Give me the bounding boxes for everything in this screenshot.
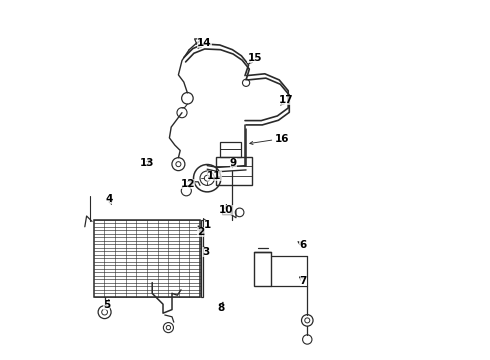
Text: 11: 11 — [207, 171, 221, 181]
Bar — [94, 220, 200, 297]
Text: 9: 9 — [230, 158, 237, 168]
Text: 15: 15 — [247, 53, 262, 63]
Text: 8: 8 — [217, 302, 224, 313]
Bar — [254, 252, 271, 286]
Text: 1: 1 — [203, 219, 211, 230]
Bar — [216, 157, 252, 185]
Text: 16: 16 — [250, 134, 289, 144]
Text: 14: 14 — [197, 38, 212, 48]
Text: 17: 17 — [279, 95, 294, 105]
Text: 12: 12 — [181, 179, 196, 189]
Text: 6: 6 — [298, 240, 306, 250]
Text: 4: 4 — [105, 194, 113, 204]
Text: 13: 13 — [140, 158, 154, 168]
Text: 5: 5 — [103, 300, 110, 310]
Text: 3: 3 — [202, 246, 210, 257]
Bar — [201, 220, 203, 297]
Text: 10: 10 — [219, 205, 234, 215]
Text: 7: 7 — [299, 276, 307, 286]
Bar — [220, 142, 242, 157]
Text: 2: 2 — [197, 226, 204, 237]
